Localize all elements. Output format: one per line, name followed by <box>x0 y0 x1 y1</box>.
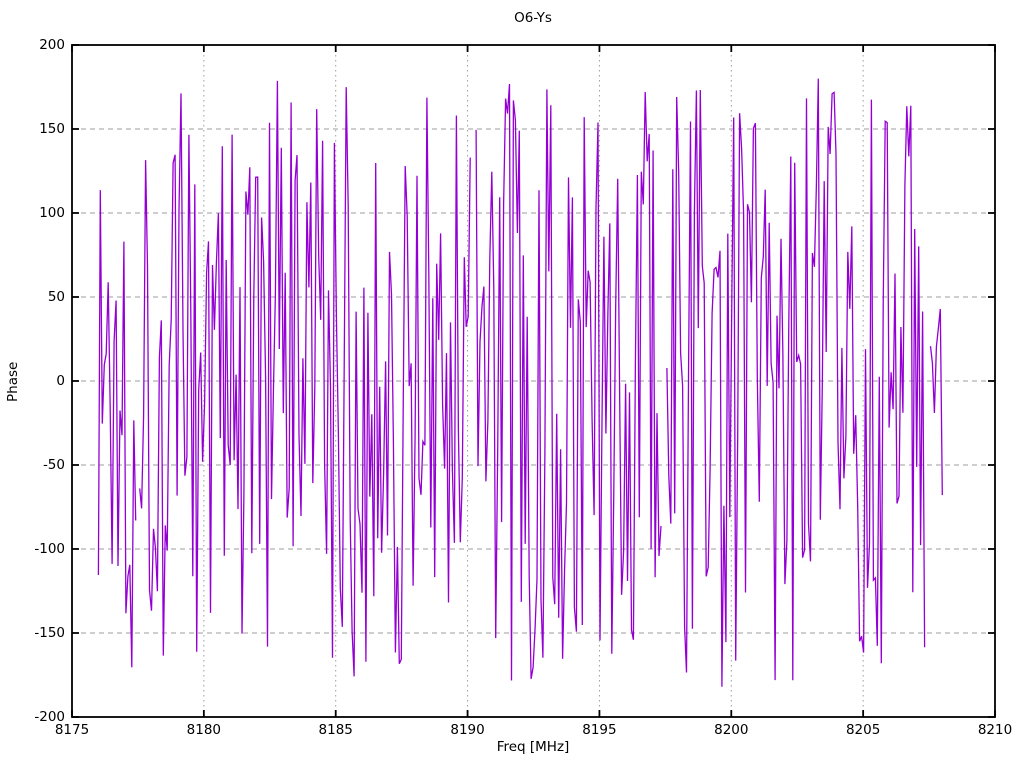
y-tick-label: 200 <box>39 37 65 53</box>
x-tick-label: 8200 <box>714 722 749 738</box>
chart-title: O6-Ys <box>514 10 552 26</box>
x-tick-label: 8175 <box>54 722 90 738</box>
x-tick-label: 8185 <box>318 722 353 738</box>
series-O6-Ys <box>97 78 943 687</box>
y-tick-label: -200 <box>34 709 65 725</box>
y-tick-label: 100 <box>39 205 65 221</box>
x-tick-label: 8195 <box>582 722 617 738</box>
x-tick-label: 8180 <box>186 722 222 738</box>
x-axis-title: Freq [MHz] <box>496 739 570 755</box>
y-tick-label: 50 <box>47 289 65 305</box>
y-tick-label: 0 <box>56 373 65 389</box>
x-tick-label: 8210 <box>977 722 1013 738</box>
y-tick-label: 150 <box>39 121 65 137</box>
x-tick-label: 8205 <box>845 722 881 738</box>
x-tick-label: 8190 <box>450 722 485 738</box>
y-tick-label: -150 <box>34 625 65 641</box>
y-tick-label: -100 <box>34 541 65 557</box>
y-tick-label: -50 <box>42 457 65 473</box>
